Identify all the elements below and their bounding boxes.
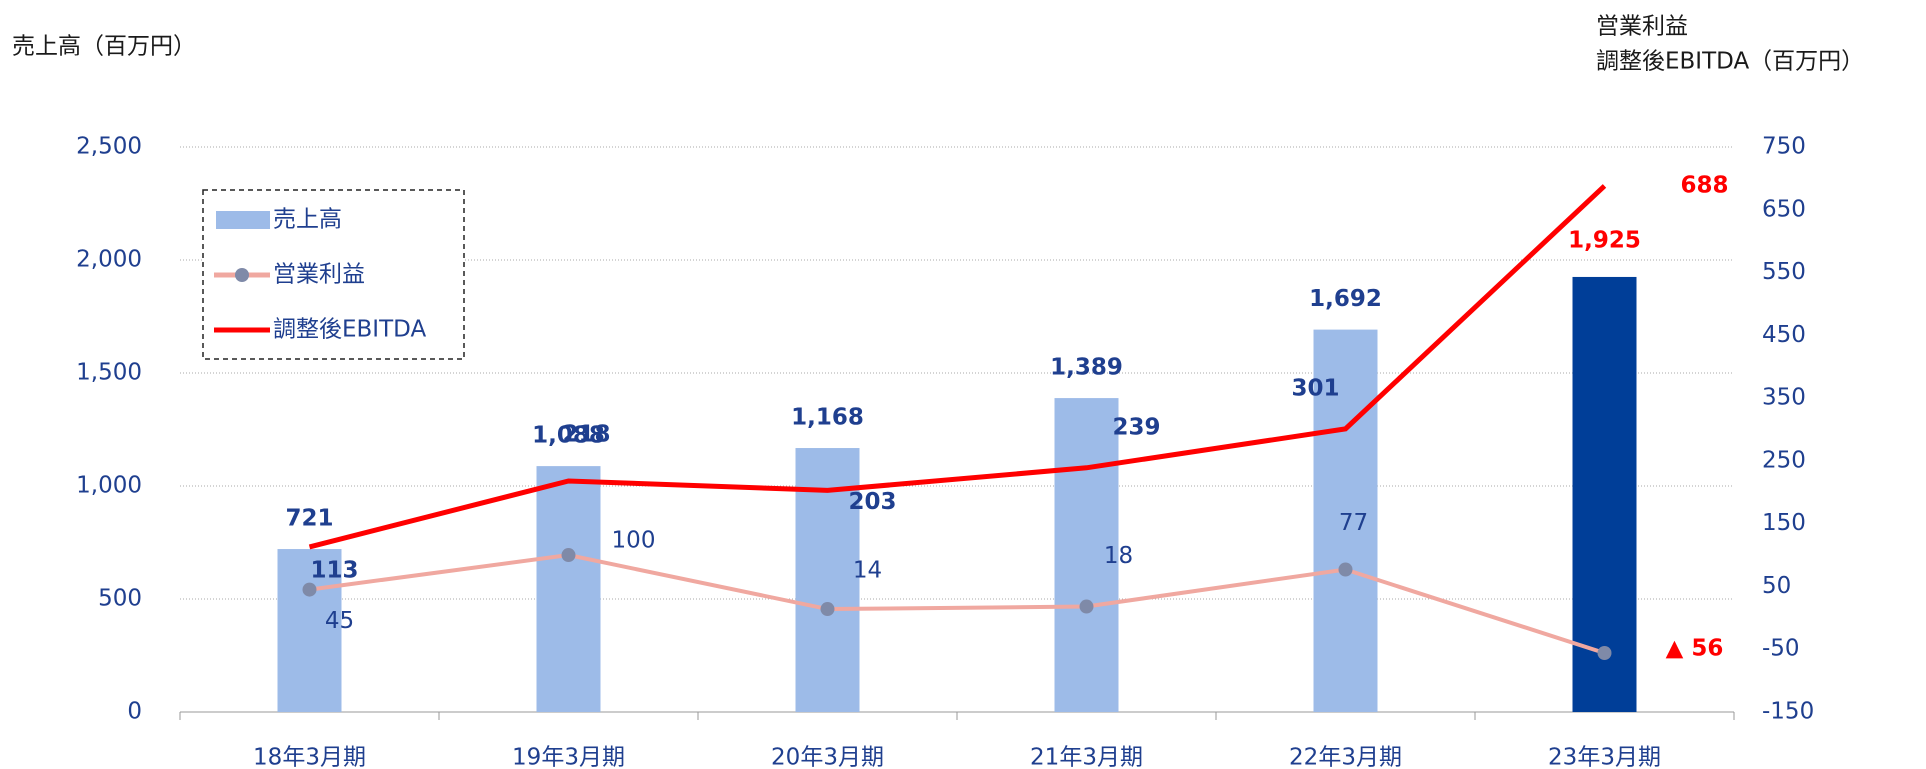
bar-value-label: 1,925 [1568, 227, 1641, 253]
marker [1597, 645, 1612, 660]
bar-value-label: 1,389 [1050, 355, 1123, 381]
line-value-label: 18 [1104, 543, 1133, 569]
x-tick-label: 19年3月期 [512, 745, 625, 769]
y-tick-label: 2,500 [76, 134, 142, 160]
y2-tick-label: 550 [1762, 259, 1806, 285]
ebitda-value-label: 203 [848, 489, 896, 515]
bar-value-label: 1,168 [791, 405, 864, 431]
y2-tick-label: -150 [1762, 699, 1814, 725]
line-value-label: 14 [853, 558, 882, 584]
ebitda-value-label: 239 [1112, 414, 1160, 440]
y2-tick-label: 50 [1762, 573, 1791, 599]
marker [1338, 562, 1353, 577]
marker [820, 602, 835, 617]
y-tick-label: 1,000 [76, 473, 142, 499]
y2-tick-label: 250 [1762, 447, 1806, 473]
legend-label: 営業利益 [273, 262, 365, 288]
line-value-label: 77 [1339, 510, 1368, 536]
y-tick-label: 500 [98, 586, 142, 612]
y2-tick-label: 650 [1762, 196, 1806, 222]
bar-value-label: 1,088 [532, 423, 605, 449]
ebitda-value-label: 688 [1680, 172, 1728, 198]
y2-tick-label: 350 [1762, 385, 1806, 411]
y-tick-label: 1,500 [76, 360, 142, 386]
legend-swatch [216, 211, 270, 229]
x-tick-label: 22年3月期 [1289, 745, 1402, 769]
y2-tick-label: 750 [1762, 134, 1806, 160]
bar [1572, 276, 1637, 712]
x-tick-label: 18年3月期 [253, 745, 366, 769]
y-axis-title: 売上高（百万円） [12, 34, 196, 60]
bar [1313, 329, 1378, 712]
x-tick-label: 23年3月期 [1548, 745, 1661, 769]
marker [1079, 599, 1094, 614]
y-tick-label: 2,000 [76, 247, 142, 273]
legend-label: 売上高 [273, 207, 342, 233]
y-tick-label: 0 [127, 699, 142, 725]
legend-marker [235, 268, 249, 282]
line-value-label: ▲ 56 [1666, 635, 1724, 661]
y2-axis-title: 営業利益 [1596, 14, 1688, 40]
legend-label: 調整後EBITDA [273, 317, 426, 343]
marker [561, 548, 576, 563]
y2-tick-label: 450 [1762, 322, 1806, 348]
bar [277, 549, 342, 712]
line [309, 553, 1606, 655]
bar [536, 466, 601, 712]
ebitda-value-label: 218 [562, 421, 610, 447]
line [308, 184, 1607, 550]
bar-value-label: 721 [285, 506, 333, 532]
y2-axis-title: 調整後EBITDA（百万円） [1596, 49, 1864, 75]
bar [1054, 398, 1119, 712]
x-tick-label: 20年3月期 [771, 745, 884, 769]
y2-tick-label: 150 [1762, 510, 1806, 536]
bar-value-label: 1,692 [1309, 286, 1382, 312]
ebitda-value-label: 113 [310, 557, 358, 583]
y2-tick-label: -50 [1762, 636, 1800, 662]
ebitda-value-label: 301 [1291, 375, 1339, 401]
marker [302, 582, 317, 597]
line-value-label: 100 [612, 528, 656, 554]
x-tick-label: 21年3月期 [1030, 745, 1143, 769]
line-value-label: 45 [325, 608, 354, 634]
